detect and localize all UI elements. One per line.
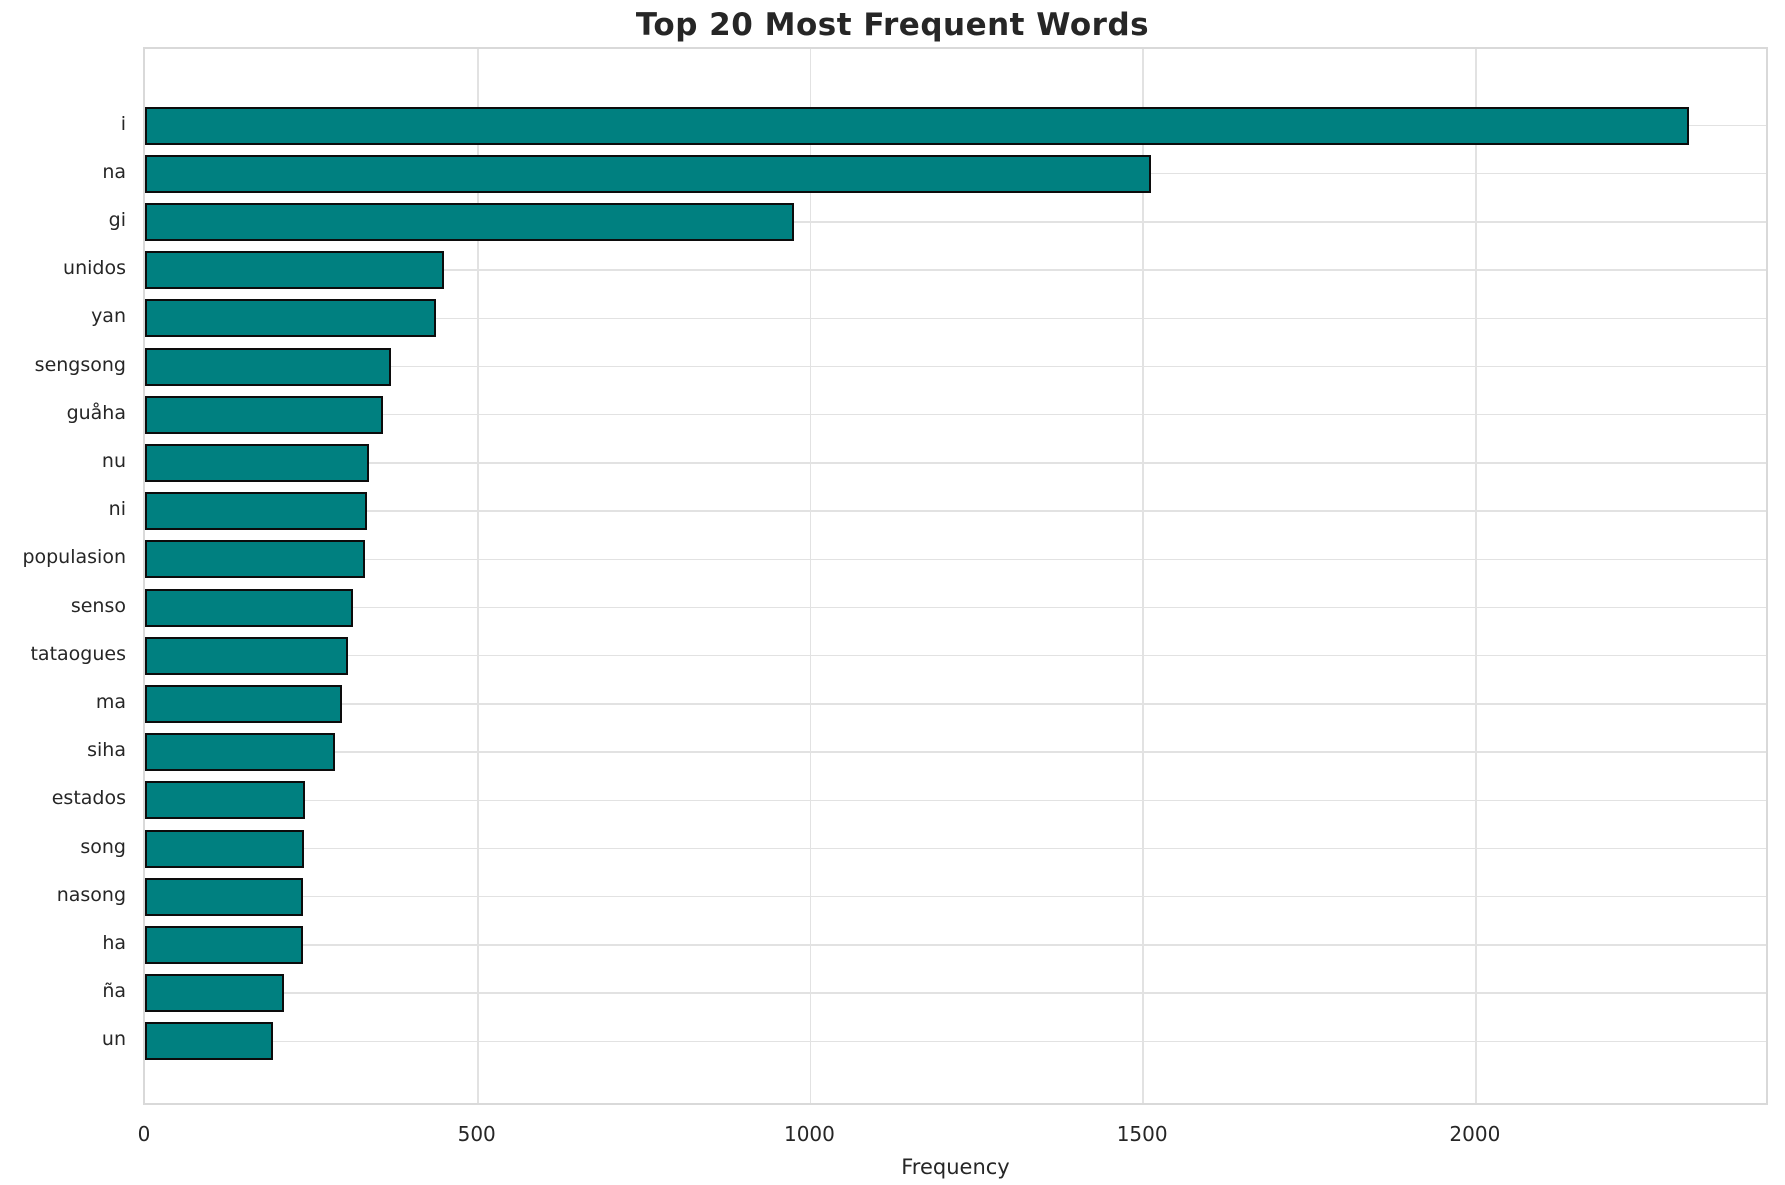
y-tick-label: ni xyxy=(108,498,126,521)
gridline-horizontal xyxy=(145,269,1766,271)
gridline-horizontal xyxy=(145,751,1766,753)
gridline-horizontal xyxy=(145,317,1766,320)
y-tick-label: un xyxy=(101,1028,126,1051)
y-tick-label: tataogues xyxy=(30,642,126,665)
gridline-vertical xyxy=(1475,49,1477,1103)
bar-nasong xyxy=(145,877,304,916)
y-tick-label: unidos xyxy=(63,257,126,280)
bar-estados xyxy=(145,781,305,820)
bar-un xyxy=(145,1022,274,1061)
bar-siha xyxy=(145,733,336,772)
y-tick-label: ma xyxy=(95,690,126,713)
bar-ma xyxy=(145,684,342,723)
bar-nu xyxy=(145,443,369,482)
y-tick-label: estados xyxy=(51,787,126,810)
y-tick-label: sengsong xyxy=(34,353,126,376)
x-tick-label: 1000 xyxy=(783,1122,835,1146)
gridline-horizontal xyxy=(145,992,1766,994)
gridline-horizontal xyxy=(145,1040,1766,1043)
gridline-horizontal xyxy=(145,221,1766,223)
y-tick-label: senso xyxy=(70,594,126,617)
bar-gi xyxy=(145,202,794,241)
bar-tataogues xyxy=(145,636,348,675)
y-tick-label: nasong xyxy=(56,883,126,906)
x-tick-label: 1500 xyxy=(1116,1122,1168,1146)
gridline-horizontal xyxy=(145,606,1766,609)
y-tick-label: yan xyxy=(91,305,126,328)
chart-title: Top 20 Most Frequent Words xyxy=(635,7,1150,43)
bar-song xyxy=(145,829,305,868)
x-axis-label: Frequency xyxy=(901,1155,1010,1179)
x-tick-label: 500 xyxy=(457,1122,496,1146)
y-tick-label: ña xyxy=(102,980,126,1003)
gridline-vertical xyxy=(1142,49,1144,1103)
x-tick-label: 2000 xyxy=(1449,1122,1501,1146)
bar-i xyxy=(145,106,1689,145)
bar-senso xyxy=(145,588,353,627)
gridline-horizontal xyxy=(145,944,1766,946)
gridline-horizontal xyxy=(145,654,1766,657)
bar-unidos xyxy=(145,251,445,290)
bar-ña xyxy=(145,974,285,1013)
y-tick-label: populasion xyxy=(22,546,126,569)
y-tick-label: ha xyxy=(102,931,126,954)
bar-guåha xyxy=(145,395,383,434)
bar-populasion xyxy=(145,540,366,579)
y-tick-label: siha xyxy=(87,739,126,762)
gridline-horizontal xyxy=(145,462,1766,464)
y-tick-label: na xyxy=(102,160,126,183)
gridline-horizontal xyxy=(145,799,1766,802)
gridline-horizontal xyxy=(145,558,1766,561)
y-tick-label: song xyxy=(80,835,126,858)
y-tick-label: guåha xyxy=(66,401,126,424)
gridline-horizontal xyxy=(145,847,1766,850)
gridline-horizontal xyxy=(145,703,1766,705)
bar-ni xyxy=(145,492,368,531)
y-tick-label: i xyxy=(120,112,126,135)
gridline-horizontal xyxy=(145,895,1766,898)
gridline-horizontal xyxy=(145,510,1766,512)
bar-na xyxy=(145,154,1152,193)
y-tick-label: gi xyxy=(108,208,126,231)
x-tick-label: 0 xyxy=(137,1122,151,1146)
gridline-vertical xyxy=(809,49,812,1103)
y-tick-label: nu xyxy=(101,449,126,472)
bar-yan xyxy=(145,299,436,338)
bar-sengsong xyxy=(145,347,392,386)
gridline-horizontal xyxy=(145,413,1766,416)
gridline-horizontal xyxy=(145,365,1766,368)
bar-ha xyxy=(145,925,303,964)
gridline-vertical xyxy=(476,49,479,1103)
plot-area xyxy=(143,47,1768,1105)
